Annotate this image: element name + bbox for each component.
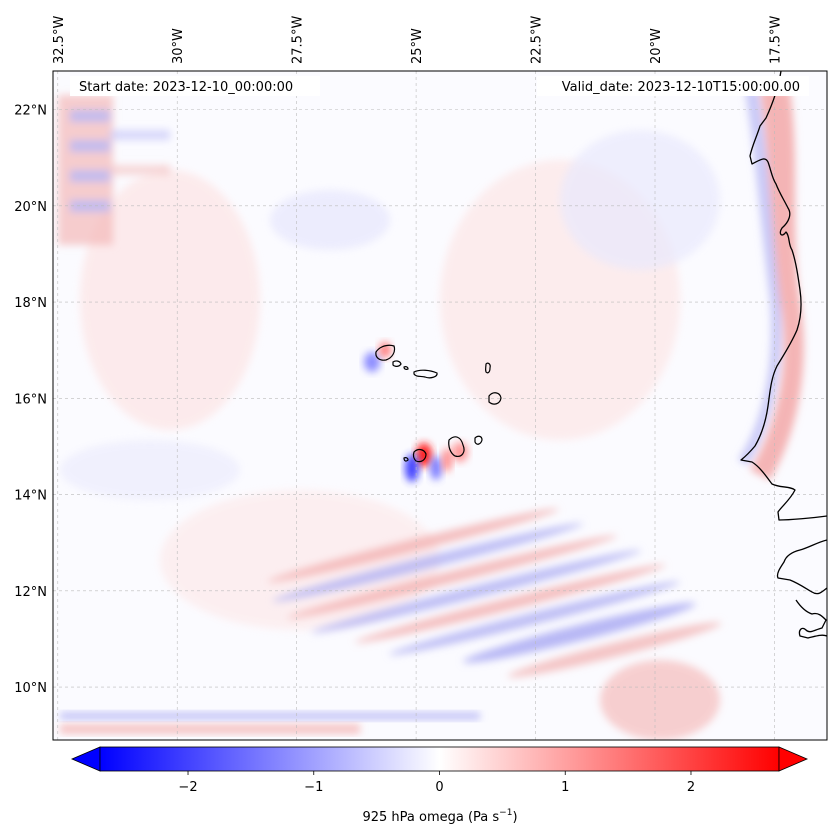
bottom-band-red: [60, 724, 360, 734]
longitude-label: 22.5°W: [530, 16, 545, 64]
valid-date-box: [537, 76, 809, 96]
wave-train: [267, 508, 722, 678]
colorbar-ticks: −2 −1 0 1 2: [178, 771, 695, 795]
longitude-label: 32.5°W: [52, 16, 67, 64]
island-brava: [403, 457, 409, 462]
colorbar-tick-label: 0: [435, 780, 443, 795]
colorbar-tick-label: −2: [178, 780, 197, 795]
coastal-band: [738, 90, 804, 480]
latitude-label: 22°N: [14, 104, 47, 119]
colorbar-tick-label: 2: [687, 780, 695, 795]
map-frame: [52, 70, 828, 741]
omega-patch: [270, 190, 390, 250]
omega-patch: [60, 440, 240, 500]
left-edge-artifacts: [58, 95, 170, 245]
senegal-gambia-coast: [776, 539, 827, 595]
island-sao-nicolau: [413, 369, 438, 379]
island-santiago: [448, 436, 465, 457]
start-date-box: [70, 76, 320, 96]
colorbar-tick-label: −1: [304, 780, 323, 795]
omega-patch: [560, 130, 720, 270]
coastlines: [740, 71, 827, 639]
gridlines: [53, 71, 827, 740]
colorbar-tick-label: 1: [561, 780, 569, 795]
island-boa-vista: [488, 392, 502, 405]
omega-patch: [600, 660, 720, 740]
latitude-label: 12°N: [14, 585, 47, 600]
island-santa-luzia: [403, 366, 409, 370]
latitude-label: 18°N: [14, 296, 47, 311]
island-fogo: [412, 448, 427, 463]
island-santo-antao: [375, 344, 396, 361]
latitude-label: 14°N: [14, 489, 47, 504]
africa-coastline: [740, 71, 827, 521]
longitude-label: 30°W: [171, 28, 186, 64]
longitude-label: 25°W: [410, 28, 425, 64]
guinea-bissau-coast: [795, 599, 827, 639]
island-dipoles: [364, 342, 468, 482]
cape-verde-islands: [375, 344, 502, 463]
map-panel: Start date: 2023-12-10_00:00:00 Valid_da…: [52, 70, 828, 741]
latitude-label: 10°N: [14, 681, 47, 696]
colorbar-body: [99, 746, 780, 772]
longitude-labels: 32.5°W 30°W 27.5°W 25°W 22.5°W 20°W 17.5°W: [52, 16, 784, 64]
latitude-label: 20°N: [14, 200, 47, 215]
longitude-label: 27.5°W: [291, 16, 306, 64]
colorbar-extend-max: [778, 746, 809, 772]
latitude-labels: 22°N 20°N 18°N 16°N 14°N 12°N 10°N: [14, 104, 47, 697]
latitude-label: 16°N: [14, 392, 47, 407]
colorbar-extend-min: [70, 746, 101, 772]
colorbar-label: 925 hPa omega (Pa s−1): [362, 808, 517, 825]
longitude-label: 17.5°W: [768, 16, 783, 64]
colorbar: −2 −1 0 1 2 925 hPa omega (Pa s−1): [70, 746, 809, 825]
island-sao-vicente: [392, 360, 402, 367]
bottom-band-blue: [60, 712, 480, 720]
omega-field: [53, 71, 827, 740]
island-maio: [474, 435, 483, 445]
island-sal: [484, 362, 491, 374]
omega-patch: [80, 170, 260, 430]
longitude-label: 20°W: [649, 28, 664, 64]
start-date-text: Start date: 2023-12-10_00:00:00: [79, 80, 293, 95]
valid-date-text: Valid_date: 2023-12-10T15:00:00.00: [562, 80, 800, 95]
